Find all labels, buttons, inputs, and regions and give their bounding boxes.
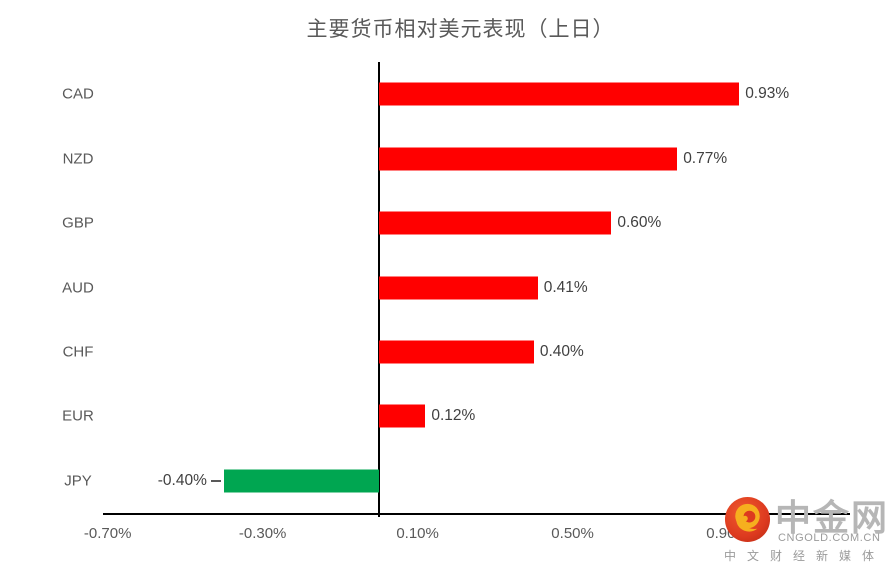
x-tick-label: 0.50% [551, 525, 594, 542]
category-label: CAD [62, 85, 94, 103]
category-label: NZD [62, 150, 94, 168]
value-label: 0.12% [431, 407, 476, 425]
category-label: AUD [62, 279, 94, 296]
value-label: 0.60% [617, 214, 662, 232]
bar-gbp [378, 211, 612, 235]
x-axis-line [103, 513, 850, 515]
chart-title: 主要货币相对美元表现（上日） [306, 18, 615, 41]
value-label: 0.40% [539, 342, 584, 360]
category-label: EUR [62, 407, 94, 425]
category-label: CHF [62, 343, 94, 361]
value-label: 0.93% [745, 85, 790, 103]
value-label: 0.41% [543, 278, 588, 296]
x-tick-label: -0.70% [83, 525, 132, 542]
bar-nzd [378, 147, 678, 171]
x-tick-label: -0.30% [238, 525, 287, 542]
bar-chf [378, 340, 534, 364]
category-label: GBP [62, 214, 94, 232]
value-label: -0.40% [157, 471, 207, 489]
x-tick-label: 0.10% [396, 525, 439, 542]
watermark-name: 中金网 [775, 497, 890, 538]
watermark-tagline: 中文财经新媒体 [724, 549, 886, 563]
cngold-watermark: 中金网 CNGOLD.COM.CN 中文财经新媒体 [712, 493, 891, 568]
cngold-logo-icon [724, 496, 771, 543]
category-label: JPY [64, 472, 92, 490]
bar-eur [378, 404, 426, 428]
value-label: 0.77% [683, 149, 728, 167]
label-leader-line [210, 480, 221, 482]
bar-cad [378, 82, 740, 106]
bar-aud [378, 276, 538, 299]
watermark-domain: CNGOLD.COM.CN [778, 532, 881, 544]
bar-jpy [223, 469, 379, 493]
